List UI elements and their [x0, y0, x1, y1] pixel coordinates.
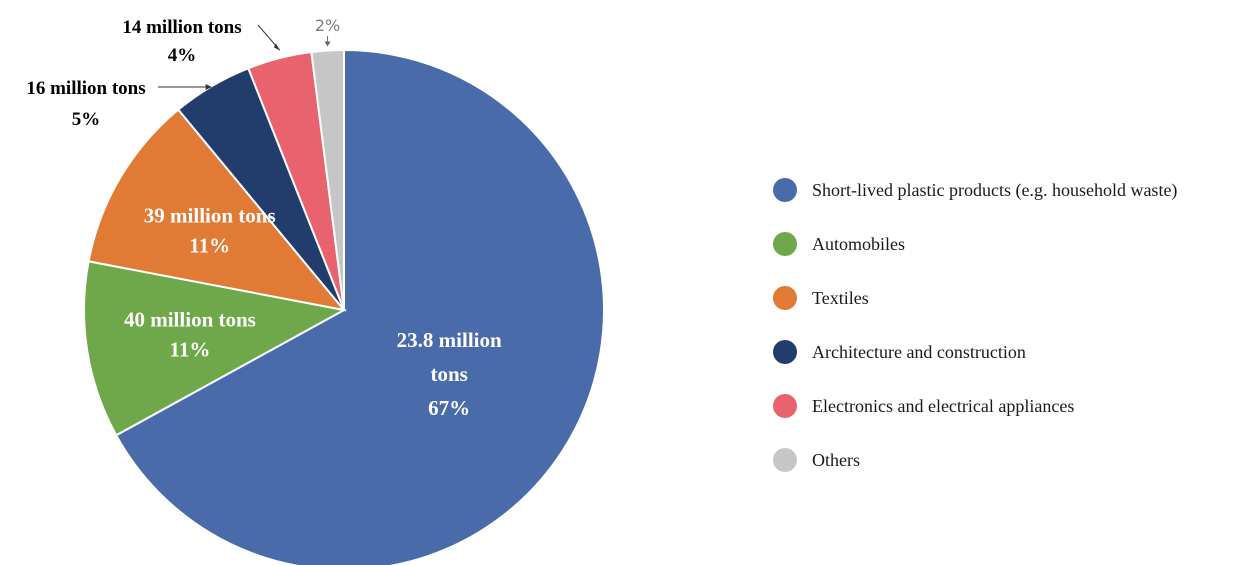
slice-label-electronics-and-electrical-appliances-line-1: 14 million tons [122, 17, 241, 38]
slice-label-textiles-line-2: 11% [189, 234, 230, 258]
slice-label-short-lived-plastic-products-e-g-household-waste-line-3: 67% [428, 396, 470, 420]
slice-label-architecture-and-construction-arrowhead [205, 84, 212, 90]
legend-label-short-lived-plastic-products-e-g-household-waste: Short-lived plastic products (e.g. house… [812, 180, 1177, 201]
legend-label-automobiles: Automobiles [812, 234, 905, 254]
legend-swatch-electronics-and-electrical-appliances [773, 394, 797, 418]
pie-slice-short-lived-plastic-products-e-g-household-waste [114, 48, 605, 565]
pie-slice-others [310, 48, 345, 311]
legend-label-textiles: Textiles [812, 288, 869, 308]
slice-label-electronics-and-electrical-appliances-line-2: 4% [168, 45, 197, 66]
slice-label-automobiles-line-2: 11% [169, 337, 210, 361]
legend-swatch-architecture-and-construction [773, 340, 797, 364]
legend-swatch-automobiles [773, 232, 797, 256]
slice-label-electronics-and-electrical-appliances-arrowhead [273, 43, 280, 51]
pie-slice-textiles [87, 108, 347, 312]
legend: Short-lived plastic products (e.g. house… [773, 178, 1177, 472]
pie-slices [83, 48, 605, 565]
legend-swatch-others [773, 448, 797, 472]
slice-label-others-arrowhead [324, 41, 331, 47]
slice-label-architecture-and-construction-line-1: 16 million tons [26, 78, 145, 99]
slice-label-textiles-line-1: 39 million tons [144, 204, 276, 228]
slice-label-short-lived-plastic-products-e-g-household-waste-line-1: 23.8 million [397, 328, 502, 352]
legend-label-architecture-and-construction: Architecture and construction [812, 342, 1026, 362]
label-arrows [158, 24, 331, 90]
pie-slice-automobiles [83, 260, 347, 437]
legend-label-others: Others [812, 450, 860, 470]
pie-labels: 23.8 million tons 67% 40 million tons 11% 39 … [26, 16, 502, 420]
legend-swatch-textiles [773, 286, 797, 310]
slice-label-architecture-and-construction-line-2: 5% [72, 109, 101, 130]
legend-swatch-short-lived-plastic-products-e-g-household-waste [773, 178, 797, 202]
slice-label-automobiles-line-1: 40 million tons [124, 307, 256, 331]
slice-label-others-line-1: 2% [315, 16, 340, 35]
legend-label-electronics-and-electrical-appliances: Electronics and electrical appliances [812, 396, 1074, 416]
slice-label-short-lived-plastic-products-e-g-household-waste-line-2: tons [431, 362, 468, 386]
